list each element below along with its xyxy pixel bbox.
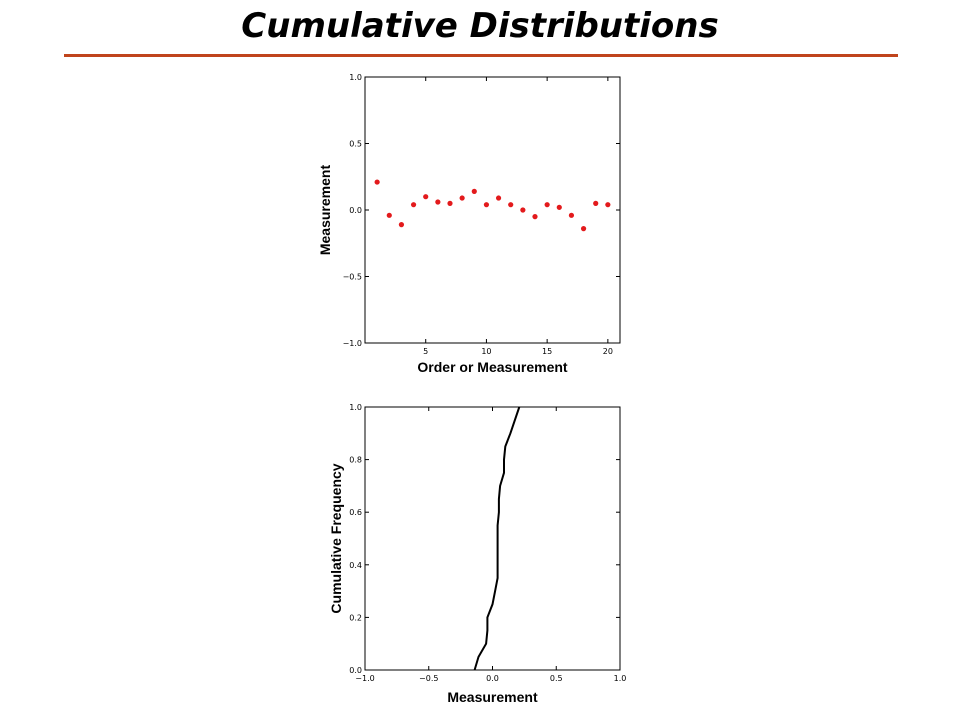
scatter-chart: 5 10 15 20 −1.0 −0.5 0.0 0.5 1.0 Order or Measure… bbox=[317, 73, 621, 375]
data-point bbox=[520, 207, 526, 213]
cdf-chart: −1.0 −0.5 0.0 0.5 1.0 0.0 0.2 0.4 0.6 0.8 1.0 Measu… bbox=[328, 403, 626, 705]
cdf-line bbox=[473, 406, 521, 671]
data-point bbox=[471, 188, 477, 194]
y-tick-label: 1.0 bbox=[349, 73, 362, 82]
x-tick-label: −0.5 bbox=[419, 674, 438, 683]
y-tick-label: 0.0 bbox=[349, 206, 362, 215]
x-axis-label: Order or Measurement bbox=[417, 359, 567, 375]
x-tick-label: 20 bbox=[603, 347, 613, 356]
data-point bbox=[483, 202, 490, 208]
x-tick-label: 5 bbox=[423, 347, 428, 356]
data-point bbox=[580, 226, 587, 232]
y-tick-label: −0.5 bbox=[343, 273, 362, 282]
slide-title: Cumulative Distributions bbox=[241, 6, 719, 46]
x-tick-label: −1.0 bbox=[355, 674, 374, 683]
y-tick-label: 0.6 bbox=[349, 508, 362, 517]
title-underline bbox=[64, 54, 898, 57]
data-point bbox=[532, 214, 538, 220]
data-point bbox=[495, 195, 502, 201]
x-tick-label: 15 bbox=[542, 347, 552, 356]
y-tick-label: 0.0 bbox=[349, 666, 362, 675]
data-point bbox=[398, 222, 405, 228]
data-point bbox=[447, 200, 453, 206]
data-point bbox=[423, 194, 429, 200]
y-tick-label: 0.4 bbox=[349, 561, 362, 570]
data-point bbox=[508, 202, 514, 208]
data-point bbox=[605, 202, 611, 208]
x-tick-label: 0.5 bbox=[550, 674, 563, 683]
data-point bbox=[544, 202, 550, 208]
plot-frame bbox=[364, 406, 621, 671]
data-point bbox=[593, 200, 599, 206]
y-tick-label: 0.5 bbox=[349, 140, 362, 149]
x-tick-label: 0.0 bbox=[486, 674, 499, 683]
y-tick-label: 0.8 bbox=[349, 456, 362, 465]
data-point bbox=[374, 179, 380, 185]
data-point bbox=[410, 202, 417, 208]
y-tick-label: −1.0 bbox=[343, 339, 362, 348]
plot-frame bbox=[364, 76, 621, 344]
data-point bbox=[568, 212, 575, 218]
data-point bbox=[459, 195, 465, 201]
x-tick-label: 10 bbox=[481, 347, 491, 356]
data-point bbox=[435, 199, 441, 205]
x-axis-label: Measurement bbox=[447, 689, 538, 705]
y-axis-label: Measurement bbox=[317, 165, 333, 256]
y-tick-label: 0.2 bbox=[349, 613, 362, 622]
data-point bbox=[386, 212, 392, 218]
y-axis-label: Cumulative Frequency bbox=[328, 463, 344, 613]
x-tick-label: 1.0 bbox=[614, 674, 627, 683]
data-point bbox=[556, 204, 562, 210]
y-tick-label: 1.0 bbox=[349, 403, 362, 412]
